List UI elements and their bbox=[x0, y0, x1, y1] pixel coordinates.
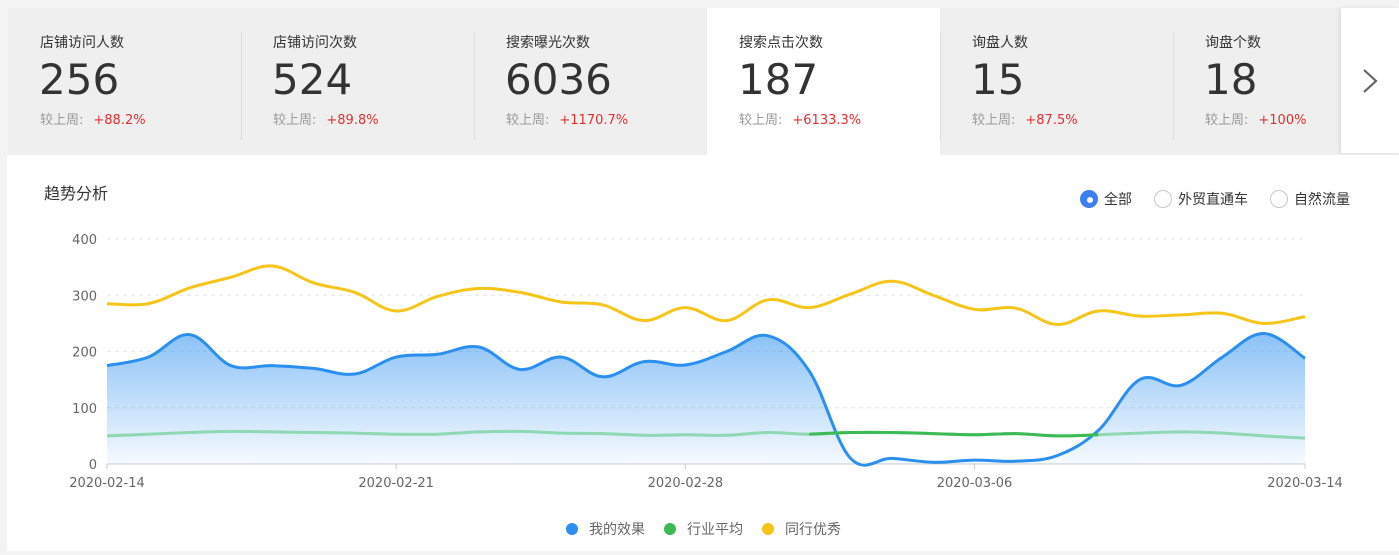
compare-label: 较上周: bbox=[739, 113, 783, 128]
y-tick-label: 0 bbox=[89, 458, 97, 473]
metric-label: 询盘个数 bbox=[1205, 35, 1261, 51]
series-area bbox=[107, 333, 1305, 466]
metric-value: 18 bbox=[1204, 55, 1258, 104]
card-divider bbox=[1173, 32, 1174, 140]
compare-change: +89.8% bbox=[326, 113, 379, 128]
metric-compare: 较上周: +89.8% bbox=[273, 109, 379, 128]
metric-compare: 较上周: +87.5% bbox=[972, 109, 1078, 128]
metric-label: 搜索点击次数 bbox=[739, 35, 823, 51]
y-tick-label: 300 bbox=[72, 289, 97, 304]
radio-circle-icon bbox=[1154, 190, 1172, 208]
series-line bbox=[106, 264, 1306, 327]
compare-change: +87.5% bbox=[1025, 113, 1078, 128]
metric-value: 256 bbox=[39, 55, 120, 104]
y-tick-label: 400 bbox=[72, 233, 97, 248]
filter-radio[interactable]: 全部 bbox=[1080, 189, 1132, 209]
radio-circle-icon bbox=[1270, 190, 1288, 208]
trend-chart: 0 100 200 300 400 2020-02-14 2020-02-21 2020-02… bbox=[69, 233, 1343, 538]
metric-value: 15 bbox=[971, 55, 1025, 104]
x-tick-label: 2020-03-14 bbox=[1267, 476, 1343, 491]
card-divider bbox=[241, 32, 242, 140]
series-line-highlight bbox=[809, 430, 1099, 438]
compare-label: 较上周: bbox=[1205, 113, 1249, 128]
legend-label: 我的效果 bbox=[589, 522, 645, 538]
legend-label: 同行优秀 bbox=[785, 522, 841, 538]
metric-card[interactable]: 搜索曝光次数 6036 较上周: +1170.7% bbox=[474, 8, 707, 155]
metric-compare: 较上周: +1170.7% bbox=[506, 109, 628, 128]
y-tick-label: 200 bbox=[72, 346, 97, 361]
compare-label: 较上周: bbox=[972, 113, 1016, 128]
trend-panel: 趋势分析 全部 外贸直通车 自然流量 0 100 200 300 400 2020-02-14… bbox=[7, 155, 1399, 551]
metric-value: 524 bbox=[272, 55, 353, 104]
metric-card[interactable]: 询盘人数 15 较上周: +87.5% bbox=[940, 8, 1173, 155]
metric-label: 店铺访问人数 bbox=[40, 35, 124, 51]
y-tick-label: 100 bbox=[72, 402, 97, 417]
metric-value: 187 bbox=[738, 55, 819, 104]
metric-card[interactable]: 搜索点击次数 187 较上周: +6133.3% bbox=[707, 8, 940, 155]
compare-label: 较上周: bbox=[506, 113, 550, 128]
traffic-filter: 全部 外贸直通车 自然流量 bbox=[1080, 189, 1350, 209]
compare-label: 较上周: bbox=[40, 113, 84, 128]
chevron-right-icon bbox=[1363, 68, 1378, 93]
compare-change: +6133.3% bbox=[792, 113, 862, 128]
filter-label: 全部 bbox=[1104, 192, 1132, 208]
x-tick-label: 2020-03-06 bbox=[937, 476, 1013, 491]
series-line bbox=[106, 331, 1306, 467]
filter-radio[interactable]: 外贸直通车 bbox=[1154, 189, 1248, 209]
metric-card[interactable]: 店铺访问人数 256 较上周: +88.2% bbox=[8, 8, 241, 155]
metric-card[interactable]: 店铺访问次数 524 较上周: +89.8% bbox=[241, 8, 474, 155]
card-divider bbox=[474, 32, 475, 140]
series-line bbox=[106, 429, 1306, 440]
legend-marker bbox=[664, 523, 676, 535]
x-tick-label: 2020-02-14 bbox=[69, 476, 145, 491]
metric-compare: 较上周: +100% bbox=[1205, 109, 1306, 128]
compare-change: +1170.7% bbox=[559, 113, 629, 128]
x-tick-label: 2020-02-21 bbox=[358, 476, 434, 491]
radio-circle-icon bbox=[1080, 190, 1098, 208]
metric-cards: 店铺访问人数 256 较上周: +88.2% 店铺访问次数 524 较上周: +89.8% 搜索… bbox=[0, 0, 1399, 155]
legend-marker bbox=[762, 523, 774, 535]
metric-value: 6036 bbox=[505, 55, 612, 104]
compare-label: 较上周: bbox=[273, 113, 317, 128]
next-button[interactable] bbox=[1341, 8, 1399, 153]
compare-change: +88.2% bbox=[93, 113, 146, 128]
compare-change: +100% bbox=[1258, 113, 1307, 128]
metric-compare: 较上周: +88.2% bbox=[40, 109, 146, 128]
legend-marker bbox=[566, 523, 578, 535]
legend-label: 行业平均 bbox=[687, 522, 743, 538]
filter-label: 外贸直通车 bbox=[1178, 192, 1248, 208]
metric-label: 询盘人数 bbox=[972, 35, 1028, 51]
panel-title: 趋势分析 bbox=[44, 184, 109, 203]
card-divider bbox=[940, 32, 941, 140]
metric-label: 店铺访问次数 bbox=[273, 35, 357, 51]
filter-label: 自然流量 bbox=[1294, 192, 1350, 208]
filter-radio[interactable]: 自然流量 bbox=[1270, 189, 1350, 209]
x-tick-label: 2020-02-28 bbox=[648, 476, 724, 491]
metric-compare: 较上周: +6133.3% bbox=[739, 109, 861, 128]
metric-label: 搜索曝光次数 bbox=[506, 35, 590, 51]
